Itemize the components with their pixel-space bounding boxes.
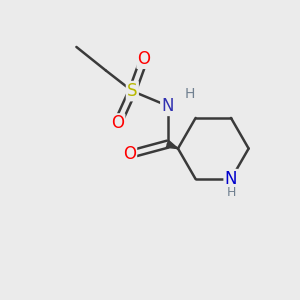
Text: S: S bbox=[127, 82, 138, 100]
Text: H: H bbox=[226, 186, 236, 199]
Text: N: N bbox=[161, 97, 174, 115]
Text: H: H bbox=[184, 87, 195, 101]
Text: N: N bbox=[225, 170, 237, 188]
Text: O: O bbox=[138, 50, 151, 68]
Text: O: O bbox=[123, 146, 136, 164]
Text: O: O bbox=[111, 115, 124, 133]
Polygon shape bbox=[166, 141, 178, 148]
